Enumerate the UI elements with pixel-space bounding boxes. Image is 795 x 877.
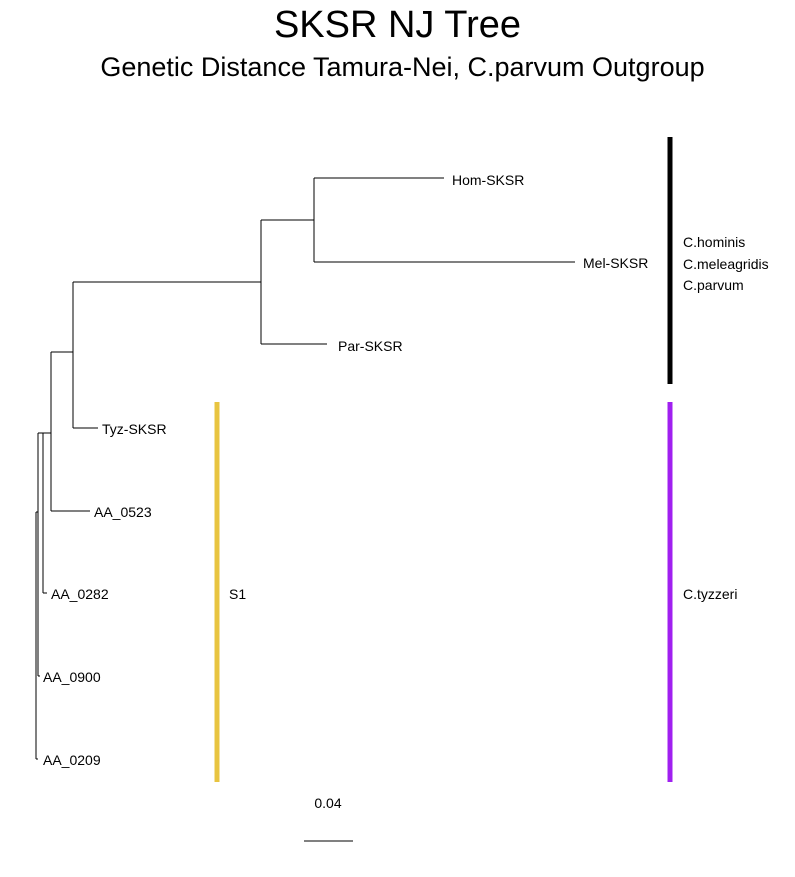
- clade-label-tyzzeri: C.tyzzeri: [683, 586, 737, 602]
- chart-subtitle: Genetic Distance Tamura-Nei, C.parvum Ou…: [100, 52, 705, 82]
- tip-label-aa0282: AA_0282: [51, 586, 109, 602]
- tip-label-tyz: Tyz-SKSR: [102, 421, 167, 437]
- clade-label-s1: S1: [229, 586, 246, 602]
- scale-bar-label: 0.04: [314, 795, 341, 811]
- clade-label-parvum: C.parvum: [683, 277, 744, 293]
- chart-title: SKSR NJ Tree: [273, 4, 522, 46]
- tip-label-aa0900: AA_0900: [43, 669, 101, 685]
- tip-label-hom: Hom-SKSR: [452, 172, 524, 188]
- clade-label-hominis: C.hominis: [683, 234, 745, 250]
- tip-label-aa0209: AA_0209: [43, 752, 101, 768]
- tip-label-par: Par-SKSR: [338, 338, 403, 354]
- clade-label-meleagridis: C.meleagridis: [683, 256, 769, 272]
- tip-label-aa0523: AA_0523: [94, 504, 152, 520]
- tip-label-mel: Mel-SKSR: [583, 255, 648, 271]
- tree-branches: [35, 177, 575, 760]
